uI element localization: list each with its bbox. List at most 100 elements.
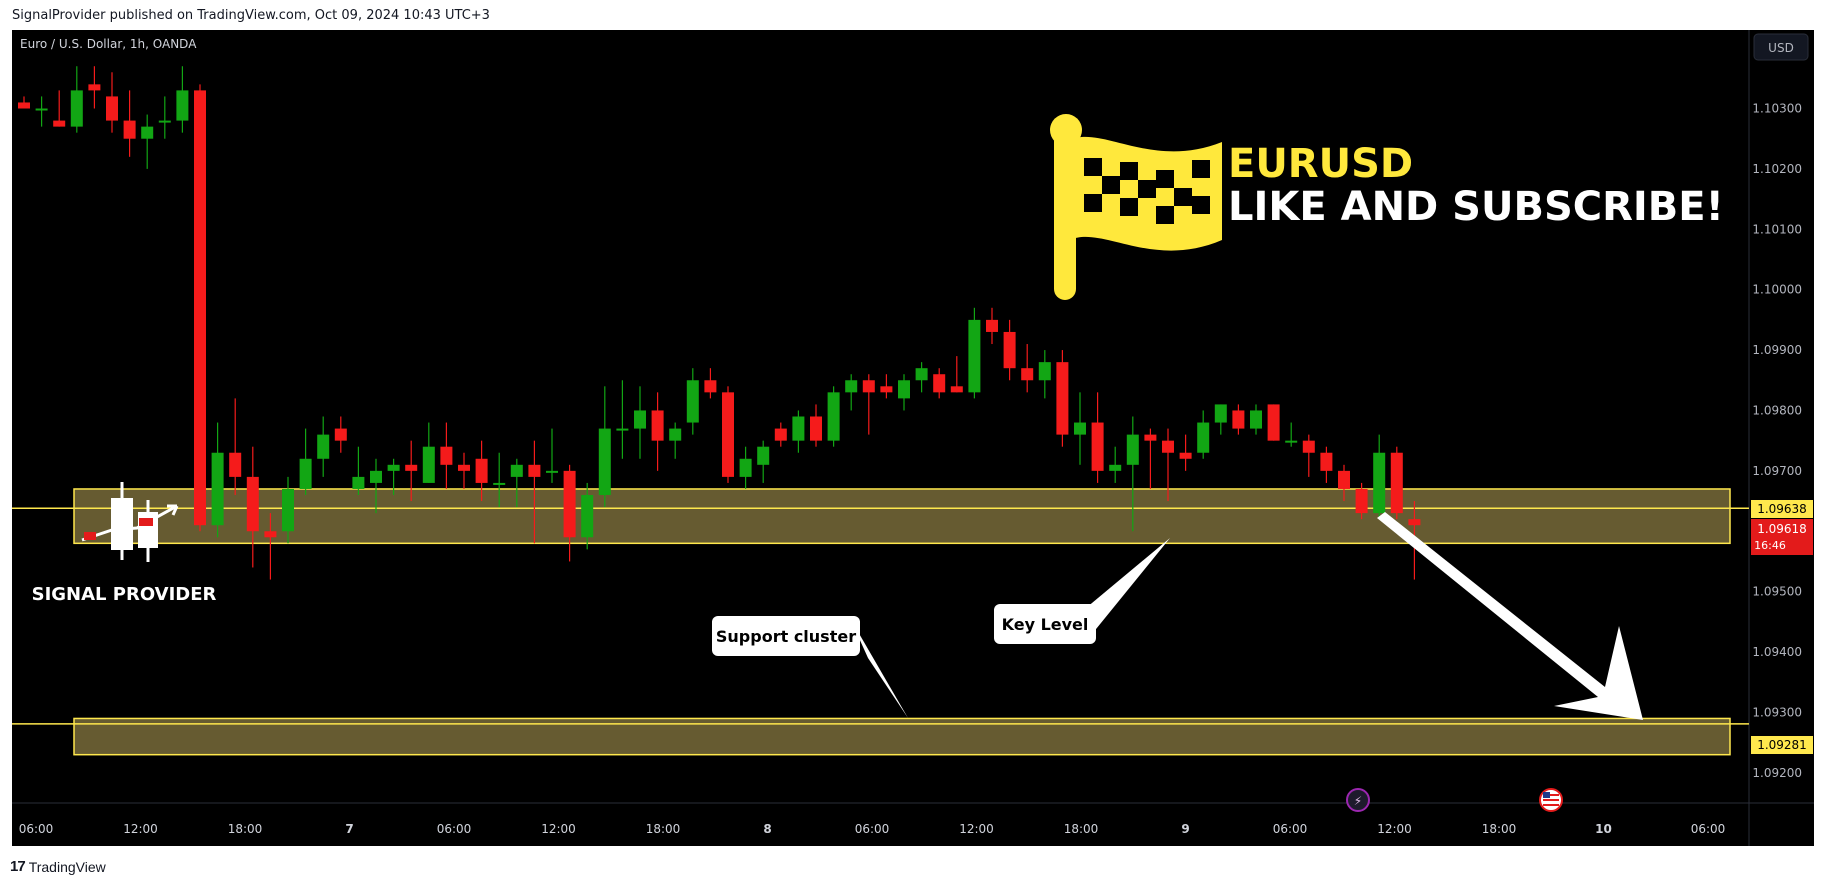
candle-body — [53, 120, 66, 127]
candle-body — [1214, 404, 1227, 423]
candle-body — [1162, 440, 1174, 453]
price-tag-current: 1.09618 16:46 — [1751, 519, 1813, 555]
candle-body — [1250, 410, 1262, 429]
candle-body — [88, 84, 101, 91]
candle-body — [18, 102, 30, 109]
candle-body — [1302, 440, 1315, 453]
candle-body — [1179, 452, 1192, 459]
candle — [722, 386, 734, 483]
candle-body — [528, 464, 541, 477]
candle — [880, 374, 893, 399]
candle — [1144, 428, 1157, 489]
candle — [810, 404, 822, 447]
candle — [774, 422, 787, 447]
countdown-label: 16:46 — [1754, 539, 1786, 552]
candle-body — [1338, 470, 1350, 489]
price-chart[interactable]: Euro / U.S. Dollar, 1h, OANDA USD 1.1030… — [12, 30, 1814, 846]
candle — [1179, 434, 1192, 471]
candle — [493, 452, 506, 508]
time-tick-label: 18:00 — [1482, 822, 1517, 836]
candle-body — [229, 452, 242, 477]
candle-body — [35, 108, 48, 111]
tradingview-logo[interactable]: 17 TradingView — [10, 858, 106, 875]
currency-button[interactable]: USD — [1753, 33, 1809, 61]
candle-body — [510, 464, 523, 477]
zone-1[interactable] — [73, 488, 1731, 545]
price-tag-upper: 1.09638 — [1751, 500, 1813, 518]
candle — [1267, 404, 1280, 441]
candle — [845, 374, 858, 411]
candle — [1003, 319, 1016, 381]
candle — [968, 307, 981, 399]
candle — [739, 446, 752, 489]
candle — [546, 428, 558, 483]
price-tick-label: 1.09900 — [1752, 343, 1802, 357]
candle-body — [669, 428, 682, 441]
candle — [792, 410, 805, 453]
support-callout[interactable]: Support cluster — [712, 616, 908, 718]
candle — [651, 392, 664, 471]
chart-frame[interactable]: Euro / U.S. Dollar, 1h, OANDA USD 1.1030… — [12, 30, 1814, 846]
candle-body — [370, 470, 382, 483]
candle-body — [282, 488, 294, 532]
time-tick-label: 06:00 — [855, 822, 890, 836]
candle — [598, 386, 611, 508]
candle — [1109, 446, 1122, 483]
tradingview-logo-icon: 17 — [10, 858, 26, 875]
candle-body — [1232, 410, 1245, 429]
candle-body — [334, 428, 347, 441]
candle — [704, 368, 717, 399]
candle — [986, 307, 998, 345]
candle-body — [862, 380, 875, 393]
candle — [1320, 446, 1333, 483]
price-tag-current-label: 1.09618 — [1757, 522, 1807, 536]
currency-button-label[interactable]: USD — [1768, 41, 1794, 55]
candle-body — [686, 380, 699, 423]
price-tick-label: 1.09700 — [1752, 464, 1802, 478]
candle — [405, 440, 418, 502]
candle-body — [1021, 368, 1034, 381]
candle — [18, 96, 30, 109]
candle — [334, 416, 347, 453]
candle-body — [933, 374, 946, 393]
event-flash-icon[interactable]: ⚡ — [1346, 788, 1370, 812]
candle-body — [70, 90, 83, 127]
svg-text:⚡: ⚡ — [1354, 794, 1362, 808]
candle-body — [422, 446, 435, 483]
candle-body — [1408, 519, 1421, 526]
candle — [1074, 392, 1086, 465]
candle — [1162, 428, 1174, 502]
time-tick-label: 06:00 — [19, 822, 54, 836]
key-level-callout[interactable]: Key Level — [994, 538, 1170, 644]
candle — [458, 452, 470, 489]
candle-body — [898, 380, 910, 399]
candle-body — [475, 458, 488, 483]
candle-body — [827, 392, 840, 441]
down-arrow-icon — [1377, 512, 1643, 720]
time-tick-label: 06:00 — [1273, 822, 1308, 836]
candle-body — [387, 464, 400, 471]
time-tick-label: 18:00 — [646, 822, 681, 836]
brand-label: SIGNAL PROVIDER — [32, 584, 217, 605]
candle — [370, 458, 382, 514]
candle-body — [757, 446, 770, 465]
candle — [862, 374, 875, 435]
candle-body — [1126, 434, 1139, 465]
candle — [1285, 422, 1298, 447]
candle — [35, 96, 48, 127]
candle-body — [352, 476, 365, 489]
price-tick-label: 1.09200 — [1752, 766, 1802, 780]
price-axis[interactable]: 1.10300 1.10200 1.10100 1.10000 1.09900 1.098… — [1752, 102, 1802, 780]
candle-body — [810, 416, 822, 441]
candle — [53, 90, 66, 127]
candle — [246, 446, 259, 568]
candle — [827, 386, 840, 447]
candle-body — [792, 416, 805, 441]
time-axis[interactable]: 06:00 12:00 18:00 7 06:00 12:00 18:00 8 06:00 12:… — [19, 822, 1726, 836]
candle-body — [774, 428, 787, 441]
candle — [898, 374, 910, 411]
time-tick-label: 18:00 — [228, 822, 263, 836]
candle-body — [211, 452, 224, 526]
candle — [915, 362, 928, 393]
us-flag-event-icon[interactable] — [1539, 788, 1563, 812]
